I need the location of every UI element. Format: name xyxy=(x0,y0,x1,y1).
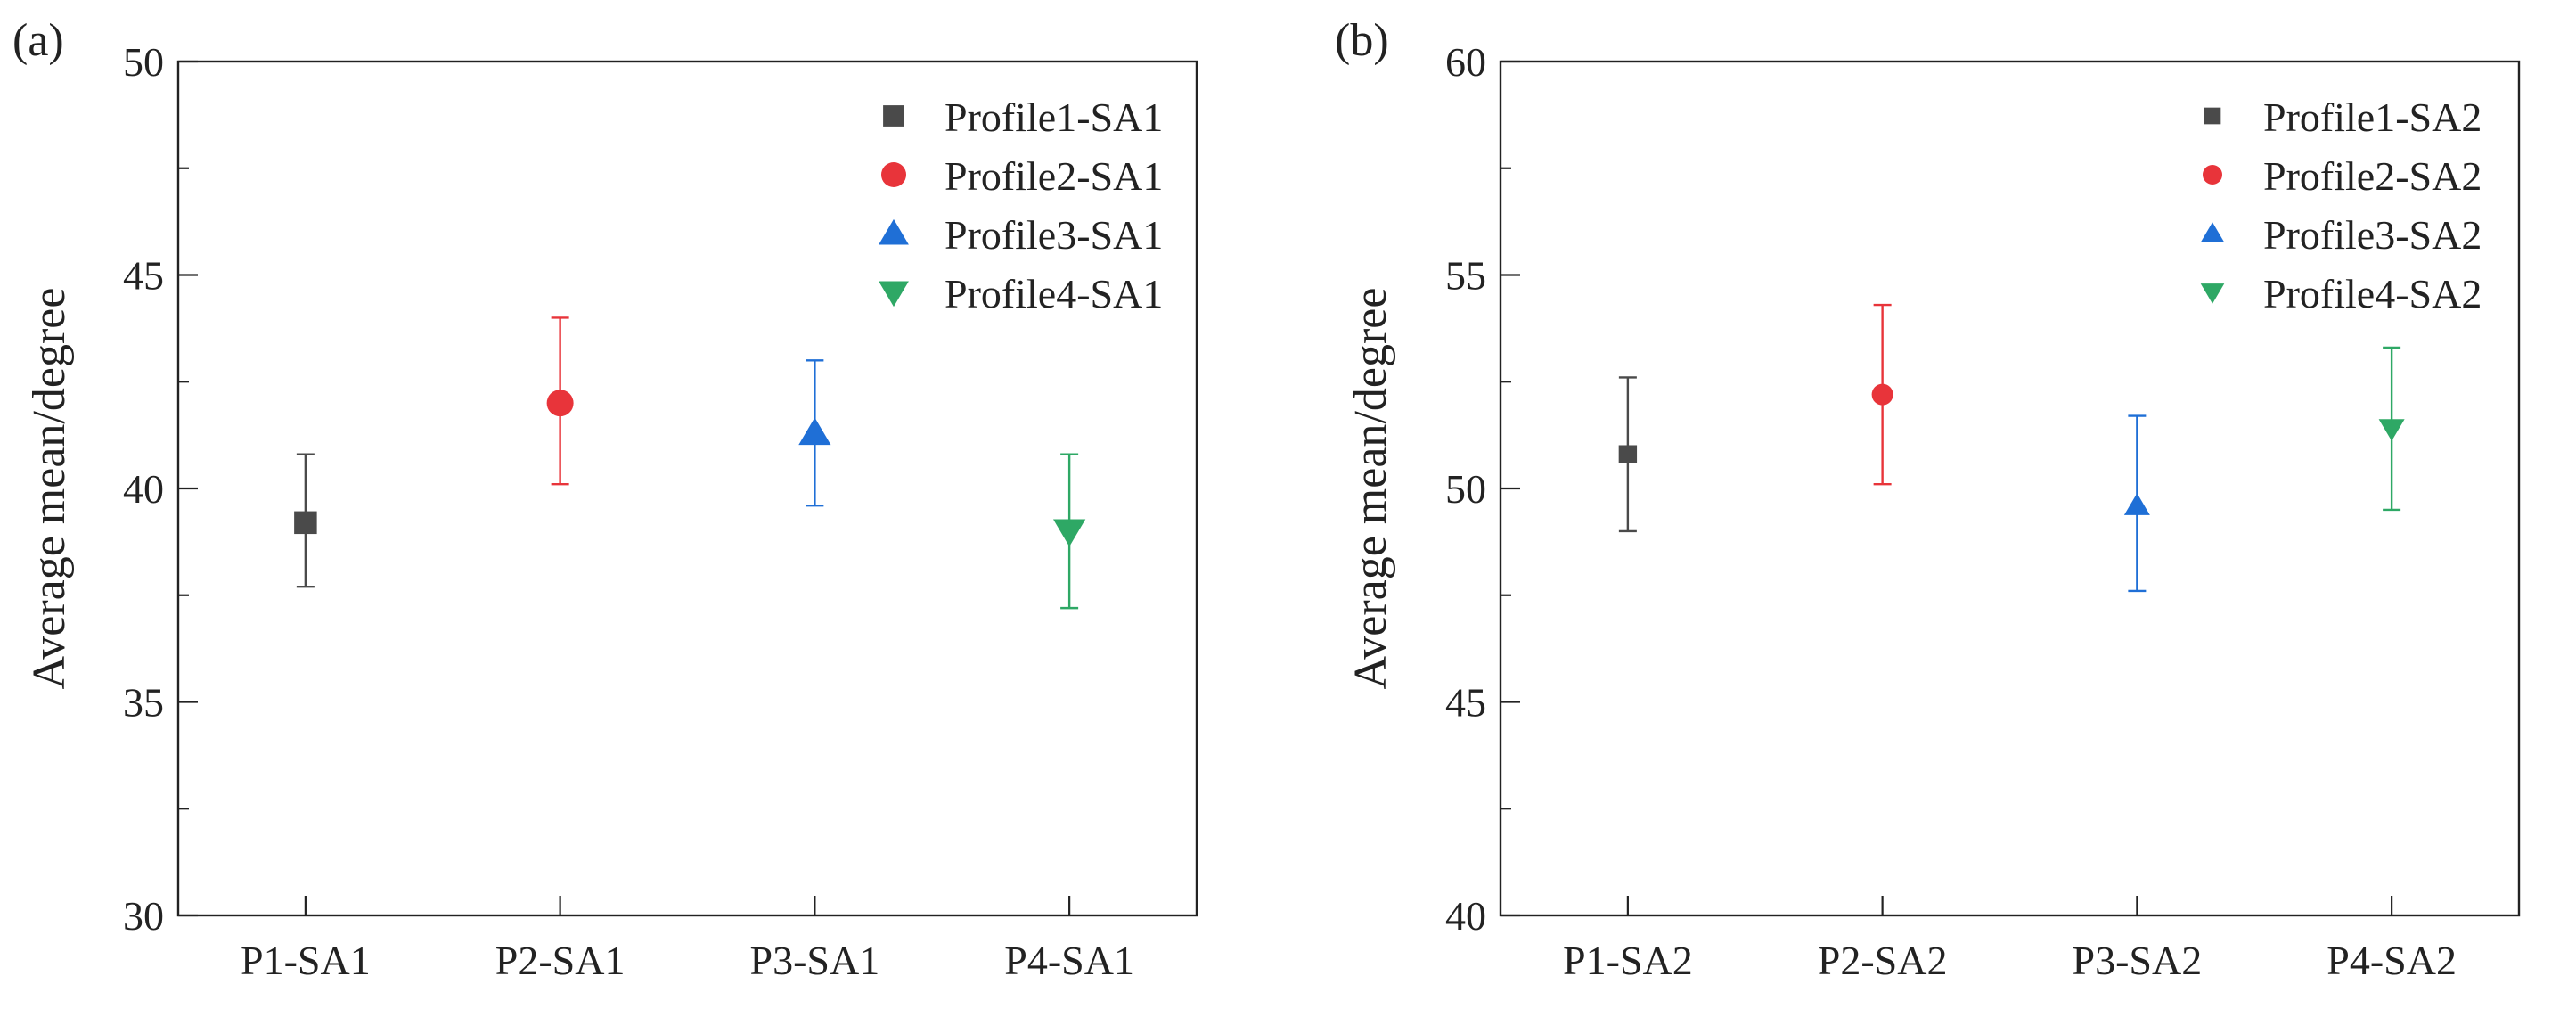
y-axis-title: Average mean/degree xyxy=(24,288,75,690)
data-point-group xyxy=(1871,303,1893,486)
data-point-marker xyxy=(546,390,574,417)
y-tick-label: 50 xyxy=(1445,466,1486,512)
x-tick-label: P2-SA2 xyxy=(1818,938,1948,983)
data-point-marker xyxy=(1618,445,1638,463)
legend-marker xyxy=(881,162,906,187)
y-tick-label: 60 xyxy=(1445,39,1486,85)
y-tick-label: 40 xyxy=(123,466,164,512)
data-point-group xyxy=(2378,346,2405,512)
data-point-marker xyxy=(798,417,831,446)
data-point-marker xyxy=(294,511,317,535)
data-point-marker xyxy=(2123,493,2150,515)
x-tick-label: P1-SA2 xyxy=(1563,938,1693,983)
legend: Profile1-SA2 Profile2-SA2 Profile3-SA2 Prof… xyxy=(2200,94,2482,316)
y-tick-label: 35 xyxy=(123,680,164,726)
data-point-group xyxy=(798,359,831,507)
y-tick-label: 45 xyxy=(1445,680,1486,726)
legend-marker xyxy=(2200,283,2225,304)
legend-entry-label: Profile2-SA1 xyxy=(945,153,1163,199)
panel-label: (a) xyxy=(12,15,64,66)
legend-marker xyxy=(883,105,904,127)
y-tick-label: 30 xyxy=(123,893,164,939)
legend-entry-label: Profile3-SA1 xyxy=(945,212,1163,258)
legend-entry-label: Profile4-SA1 xyxy=(945,271,1163,316)
y-axis-title: Average mean/degree xyxy=(1345,288,1396,690)
data-point-group xyxy=(294,453,317,588)
data-point-group xyxy=(546,316,574,486)
legend-entry-label: Profile2-SA2 xyxy=(2263,153,2482,199)
x-tick-label: P4-SA1 xyxy=(1004,938,1134,983)
panel-label: (b) xyxy=(1335,15,1389,66)
legend: Profile1-SA1 Profile2-SA1 Profile3-SA1 Prof… xyxy=(879,94,1163,316)
x-tick-label: P4-SA2 xyxy=(2327,938,2457,983)
legend-marker xyxy=(2204,107,2221,125)
data-point-group xyxy=(2123,414,2150,593)
data-point-group xyxy=(1053,453,1086,610)
panel-a: 30 35 40 45 50 P1-SA1 P2-SA1 P3-SA1 P4-SA1 Averag… xyxy=(12,15,1198,983)
legend-marker xyxy=(879,281,909,308)
data-point-group xyxy=(1618,376,1638,533)
y-tick-label: 40 xyxy=(1445,893,1486,939)
legend-marker xyxy=(879,218,909,245)
y-tick-label: 45 xyxy=(123,253,164,299)
x-tick-label: P1-SA1 xyxy=(241,938,371,983)
y-tick-label: 55 xyxy=(1445,253,1486,299)
legend-entry-label: Profile4-SA2 xyxy=(2263,271,2482,316)
x-tick-label: P3-SA2 xyxy=(2073,938,2203,983)
y-tick-label: 50 xyxy=(123,39,164,85)
legend-entry-label: Profile3-SA2 xyxy=(2263,212,2482,258)
legend-entry-label: Profile1-SA1 xyxy=(945,94,1163,140)
data-point-marker xyxy=(1871,383,1893,406)
data-point-marker xyxy=(2378,419,2405,441)
x-tick-label: P2-SA1 xyxy=(495,938,626,983)
legend-marker xyxy=(2203,165,2222,185)
legend-entry-label: Profile1-SA2 xyxy=(2263,94,2482,140)
data-point-marker xyxy=(1053,519,1086,547)
x-tick-label: P3-SA1 xyxy=(750,938,880,983)
panel-b: 40 45 50 55 60 P1-SA2 P2-SA2 P3-SA2 P4-SA2 Averag… xyxy=(1335,15,2521,983)
legend-marker xyxy=(2200,222,2225,242)
